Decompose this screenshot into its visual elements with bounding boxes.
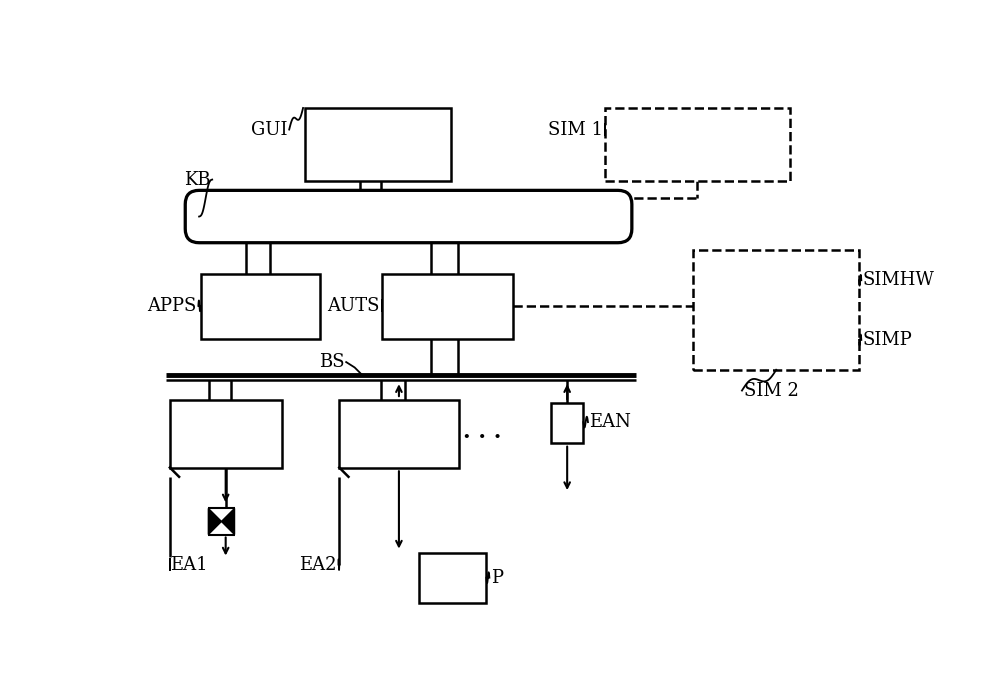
Bar: [693, 250, 859, 369]
Text: GUI: GUI: [251, 120, 288, 138]
Text: SIM 1: SIM 1: [548, 120, 603, 138]
Text: SIMP: SIMP: [863, 331, 913, 349]
Text: KB: KB: [184, 171, 211, 189]
Text: APPS: APPS: [147, 297, 197, 315]
Bar: [201, 274, 320, 339]
Bar: [419, 553, 486, 603]
Text: EAN: EAN: [590, 413, 631, 431]
Bar: [170, 400, 282, 468]
Text: SIM 2: SIM 2: [744, 382, 798, 400]
Bar: [551, 403, 583, 443]
Text: BS: BS: [319, 353, 345, 371]
Text: . . .: . . .: [463, 421, 501, 443]
Bar: [305, 108, 451, 181]
Text: EA2: EA2: [299, 556, 337, 574]
Bar: [382, 274, 513, 339]
Bar: [339, 400, 459, 468]
Text: P: P: [491, 569, 503, 587]
Text: AUTS: AUTS: [328, 297, 380, 315]
FancyBboxPatch shape: [185, 191, 632, 243]
Polygon shape: [208, 508, 221, 535]
Text: EA1: EA1: [170, 556, 207, 574]
Text: SIMHW: SIMHW: [863, 271, 935, 289]
Bar: [605, 108, 790, 181]
Polygon shape: [221, 508, 235, 535]
